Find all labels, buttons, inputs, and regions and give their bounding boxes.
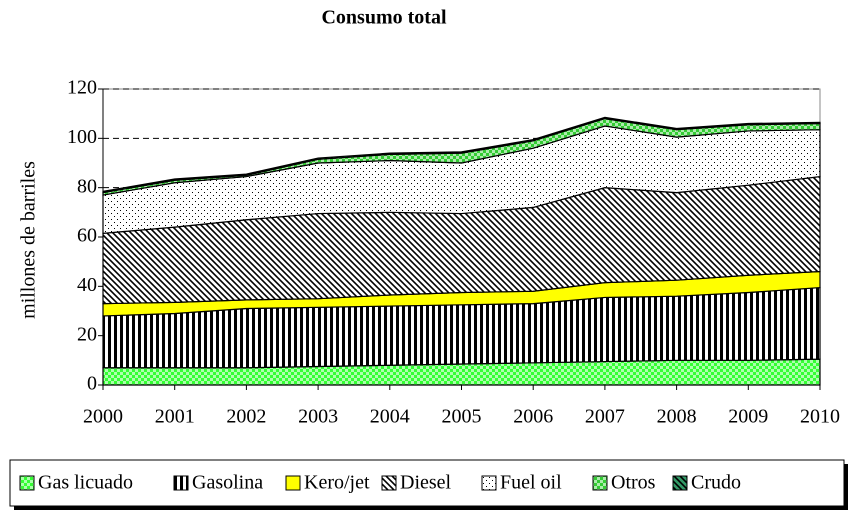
legend-label: Gasolina <box>192 472 263 494</box>
x-tick-label: 2003 <box>298 406 338 428</box>
legend-label: Crudo <box>691 472 741 494</box>
legend-label: Otros <box>611 472 656 494</box>
x-tick-label: 2008 <box>657 406 697 428</box>
chart-title: Consumo total <box>321 7 446 29</box>
y-tick-label: 20 <box>77 323 97 345</box>
x-tick-label: 2006 <box>513 406 553 428</box>
y-tick-label: 0 <box>87 373 97 395</box>
y-tick-label: 80 <box>77 175 97 197</box>
x-tick-label: 2005 <box>442 406 482 428</box>
y-tick-label: 100 <box>67 126 97 148</box>
legend-label: Kero/jet <box>304 472 370 494</box>
legend-label: Gas licuado <box>38 472 133 494</box>
y-axis-label: millones de barriles <box>18 161 40 319</box>
x-tick-label: 2002 <box>226 406 266 428</box>
legend-swatch <box>173 475 189 491</box>
area <box>102 116 821 194</box>
legend-swatch <box>381 475 397 491</box>
legend-box <box>9 459 845 507</box>
x-tick-label: 2010 <box>800 406 840 428</box>
x-tick-label: 2000 <box>83 406 123 428</box>
legend-label: Fuel oil <box>500 472 562 494</box>
x-tick-label: 2001 <box>155 406 195 428</box>
x-tick-label: 2007 <box>585 406 625 428</box>
legend-swatch <box>592 475 608 491</box>
legend-swatch <box>672 475 688 491</box>
legend-label: Diesel <box>400 472 452 494</box>
legend-swatch <box>481 475 497 491</box>
x-tick-label: 2004 <box>370 406 410 428</box>
y-tick-label: 60 <box>77 225 97 247</box>
x-tick-label: 2009 <box>728 406 768 428</box>
y-tick-label: 40 <box>77 274 97 296</box>
y-tick-label: 120 <box>67 77 97 99</box>
legend-swatch <box>285 475 301 491</box>
legend-swatch <box>19 475 35 491</box>
